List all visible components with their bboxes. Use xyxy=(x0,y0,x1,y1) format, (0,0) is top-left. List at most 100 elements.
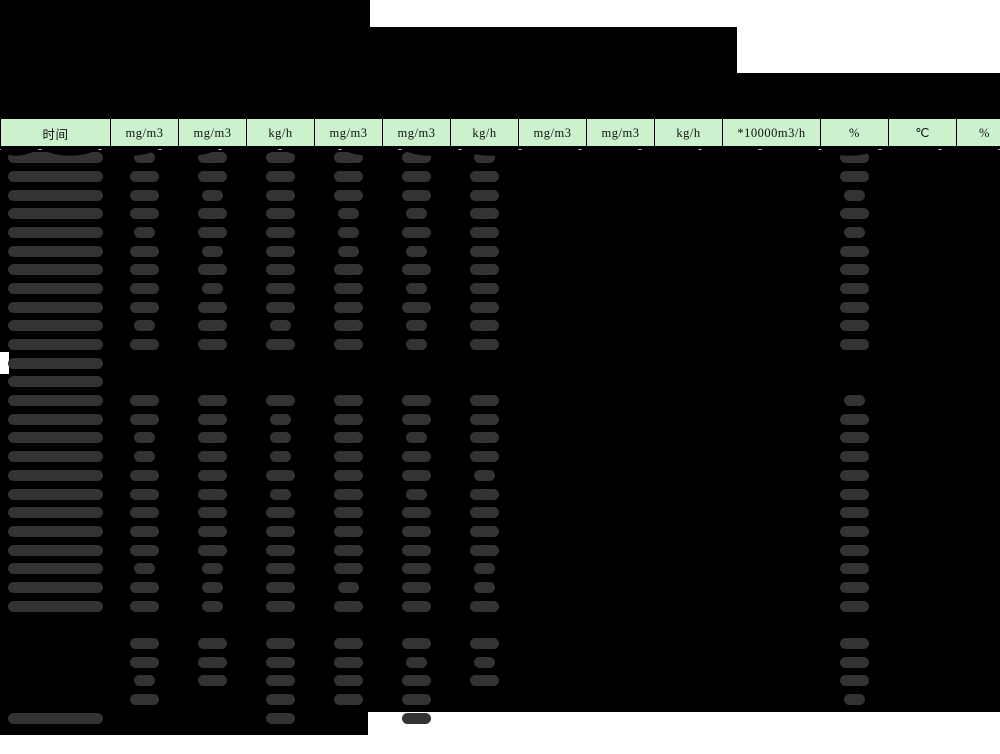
cell-value[interactable] xyxy=(247,410,315,429)
cell-value[interactable] xyxy=(315,167,383,186)
cell-value[interactable] xyxy=(957,279,1000,298)
cell-value[interactable] xyxy=(247,241,315,260)
cell-value[interactable] xyxy=(315,503,383,522)
cell-value[interactable] xyxy=(957,578,1000,597)
cell-value[interactable] xyxy=(383,223,451,242)
cell-value[interactable] xyxy=(247,372,315,391)
cell-value[interactable] xyxy=(821,522,889,541)
cell-value[interactable] xyxy=(723,634,821,653)
cell-value[interactable] xyxy=(111,391,179,410)
cell-value[interactable] xyxy=(655,503,723,522)
cell-value[interactable] xyxy=(383,410,451,429)
cell-time[interactable] xyxy=(1,223,111,242)
cell-value[interactable] xyxy=(383,578,451,597)
cell-time[interactable] xyxy=(1,466,111,485)
cell-value[interactable] xyxy=(315,540,383,559)
cell-time[interactable] xyxy=(1,354,111,373)
cell-time[interactable] xyxy=(1,653,111,672)
cell-time[interactable] xyxy=(1,185,111,204)
cell-value[interactable] xyxy=(957,447,1000,466)
cell-value[interactable] xyxy=(957,671,1000,690)
cell-value[interactable] xyxy=(519,204,587,223)
cell-value[interactable] xyxy=(111,223,179,242)
cell-value[interactable] xyxy=(655,522,723,541)
cell-value[interactable] xyxy=(451,316,519,335)
cell-value[interactable] xyxy=(655,260,723,279)
cell-value[interactable] xyxy=(587,597,655,616)
cell-value[interactable] xyxy=(655,615,723,634)
cell-value[interactable] xyxy=(247,260,315,279)
cell-value[interactable] xyxy=(655,354,723,373)
cell-value[interactable] xyxy=(383,559,451,578)
cell-value[interactable] xyxy=(519,335,587,354)
table-row[interactable] xyxy=(1,279,1000,298)
cell-value[interactable] xyxy=(821,335,889,354)
cell-time[interactable] xyxy=(1,372,111,391)
cell-value[interactable] xyxy=(957,615,1000,634)
cell-time[interactable] xyxy=(1,335,111,354)
cell-value[interactable] xyxy=(247,354,315,373)
cell-value[interactable] xyxy=(655,671,723,690)
cell-value[interactable] xyxy=(519,428,587,447)
table-row[interactable] xyxy=(1,260,1000,279)
cell-value[interactable] xyxy=(247,540,315,559)
cell-value[interactable] xyxy=(519,690,587,709)
cell-value[interactable] xyxy=(383,167,451,186)
cell-value[interactable] xyxy=(451,372,519,391)
cell-value[interactable] xyxy=(383,354,451,373)
column-header-col-3[interactable]: mg/m3 xyxy=(179,119,247,148)
cell-value[interactable] xyxy=(957,298,1000,317)
table-row[interactable] xyxy=(1,223,1000,242)
cell-value[interactable] xyxy=(451,466,519,485)
cell-value[interactable] xyxy=(179,410,247,429)
cell-value[interactable] xyxy=(451,223,519,242)
cell-value[interactable] xyxy=(179,540,247,559)
column-header-col-10[interactable]: kg/h xyxy=(655,119,723,148)
table-row[interactable] xyxy=(1,241,1000,260)
cell-value[interactable] xyxy=(383,653,451,672)
cell-value[interactable] xyxy=(451,391,519,410)
cell-value[interactable] xyxy=(519,615,587,634)
cell-value[interactable] xyxy=(315,391,383,410)
cell-value[interactable] xyxy=(179,559,247,578)
cell-value[interactable] xyxy=(821,671,889,690)
cell-value[interactable] xyxy=(179,615,247,634)
cell-value[interactable] xyxy=(451,204,519,223)
cell-value[interactable] xyxy=(315,279,383,298)
cell-value[interactable] xyxy=(451,354,519,373)
cell-value[interactable] xyxy=(247,298,315,317)
cell-value[interactable] xyxy=(383,597,451,616)
cell-value[interactable] xyxy=(957,167,1000,186)
cell-value[interactable] xyxy=(889,316,957,335)
cell-value[interactable] xyxy=(519,597,587,616)
cell-value[interactable] xyxy=(383,709,451,728)
cell-value[interactable] xyxy=(655,298,723,317)
cell-value[interactable] xyxy=(519,298,587,317)
cell-value[interactable] xyxy=(179,260,247,279)
cell-value[interactable] xyxy=(655,690,723,709)
cell-value[interactable] xyxy=(111,148,179,167)
cell-value[interactable] xyxy=(451,503,519,522)
cell-value[interactable] xyxy=(889,428,957,447)
cell-value[interactable] xyxy=(315,428,383,447)
cell-value[interactable] xyxy=(247,391,315,410)
cell-value[interactable] xyxy=(889,522,957,541)
table-row[interactable] xyxy=(1,540,1000,559)
cell-value[interactable] xyxy=(957,148,1000,167)
cell-value[interactable] xyxy=(723,615,821,634)
cell-value[interactable] xyxy=(889,559,957,578)
cell-value[interactable] xyxy=(587,148,655,167)
cell-value[interactable] xyxy=(957,316,1000,335)
cell-value[interactable] xyxy=(519,260,587,279)
cell-value[interactable] xyxy=(889,540,957,559)
cell-value[interactable] xyxy=(723,185,821,204)
cell-time[interactable] xyxy=(1,298,111,317)
cell-value[interactable] xyxy=(247,578,315,597)
cell-value[interactable] xyxy=(821,241,889,260)
table-row[interactable] xyxy=(1,522,1000,541)
cell-value[interactable] xyxy=(957,466,1000,485)
table-row[interactable] xyxy=(1,466,1000,485)
cell-value[interactable] xyxy=(179,204,247,223)
cell-value[interactable] xyxy=(655,540,723,559)
cell-value[interactable] xyxy=(587,354,655,373)
